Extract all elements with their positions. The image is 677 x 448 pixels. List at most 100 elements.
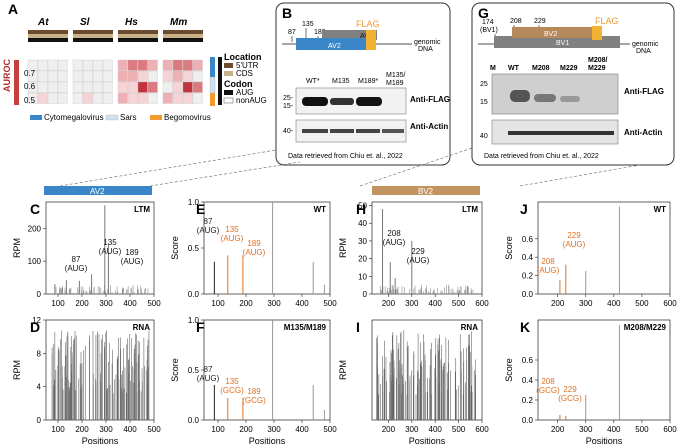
genomic-label: genomic	[414, 39, 441, 46]
x-tick-label: 500	[452, 299, 466, 308]
heatmap-cell	[92, 81, 103, 93]
peak-annotation: 87	[204, 217, 213, 226]
heatmap-cell	[147, 70, 158, 82]
legend-virus-strip-cyto	[210, 57, 215, 77]
panel-letter-j: J	[520, 201, 528, 217]
heatmap-cell	[102, 70, 113, 82]
panel-b-genome-diagram: 87 135 189 AV1 AV2 FLAG genomic DNA	[282, 19, 441, 53]
lane-m135m189-b: M189	[386, 80, 404, 87]
peak-annotation-sub: (GCG)	[220, 386, 244, 395]
heatmap-cell	[117, 81, 128, 93]
heatmap-cell	[172, 92, 183, 104]
x-tick-label: 300	[405, 425, 419, 434]
heatmap-cell	[137, 70, 148, 82]
x-tick-label: 400	[429, 299, 443, 308]
x-tick-label: 600	[475, 299, 489, 308]
legend-utr-swatch	[224, 63, 233, 68]
x-tick-label: 200	[382, 299, 396, 308]
y-tick-label: 0.6	[522, 356, 534, 365]
codon-strip	[118, 38, 158, 42]
y-tick-label: 0.6	[522, 235, 534, 244]
heatmap-cell	[72, 81, 83, 93]
panel-g-frame	[471, 2, 675, 166]
heatmap-cell	[162, 92, 173, 104]
heatmap-cell	[47, 92, 58, 104]
av2-bar	[44, 186, 152, 195]
codon-strip	[163, 38, 203, 42]
connector-lines	[59, 147, 641, 187]
panel-letter-a: A	[8, 1, 18, 17]
plot-tag: WT	[314, 205, 327, 214]
location-strip-cds	[28, 34, 68, 38]
actin-band-g	[508, 131, 614, 135]
plot-tag: WT	[654, 205, 667, 214]
heatmap-cell	[92, 70, 103, 82]
pos-189-label: 189	[314, 29, 326, 36]
panel-g-genome-diagram: 174 (BV1) 208 229 BV1 BV2 FLAG genomic D…	[478, 16, 659, 55]
location-strip-utr	[118, 30, 158, 34]
y-tick-label: 0.0	[188, 416, 200, 425]
heatmap-cell	[127, 70, 138, 82]
location-strip-cds	[163, 34, 203, 38]
heatmap-cell	[37, 81, 48, 93]
heatmap-cell	[182, 59, 193, 71]
peak-annotation: 87	[72, 255, 81, 264]
heatmap-cell	[27, 70, 38, 82]
av1-orf	[322, 30, 377, 40]
panel-letter-b: B	[282, 5, 292, 21]
flag-tag-g	[592, 26, 602, 40]
plot-tag: LTM	[462, 205, 478, 214]
x-tick-label: 100	[51, 425, 65, 434]
species-sl: Sl	[80, 17, 90, 28]
heatmap-colorbar	[14, 60, 19, 105]
y-tick-label: 0.5	[188, 366, 200, 375]
heatmap-cell	[127, 81, 138, 93]
flag-band-wt	[302, 97, 328, 106]
heatmap-cell	[57, 59, 68, 71]
panel-letter-g: G	[478, 5, 489, 21]
plot-tag: RNA	[133, 323, 151, 332]
heatmap-cell	[162, 81, 173, 93]
lane-m208: M208	[532, 65, 550, 72]
legend-aug-label: AUG	[236, 88, 253, 97]
heatmap-cell	[137, 59, 148, 71]
heatmap-cell	[37, 59, 48, 71]
flag-band-wt-g	[510, 90, 530, 102]
species-mm: Mm	[170, 17, 187, 28]
x-tick-label: 400	[607, 425, 621, 434]
heatmap-cell	[82, 59, 93, 71]
heatmap-cell	[102, 81, 113, 93]
plot-xlabel: Positions	[82, 436, 119, 446]
bv2-orf	[512, 27, 592, 38]
av2-label: AV2	[328, 43, 341, 50]
heatmap-cell	[172, 81, 183, 93]
heatmap-cell	[27, 81, 38, 93]
x-tick-label: 500	[147, 425, 161, 434]
x-tick-label: 500	[635, 299, 649, 308]
lane-m229: M229	[560, 65, 578, 72]
peak-annotation-sub: (AUG)	[197, 374, 220, 383]
legend-nonaug-swatch	[223, 97, 234, 104]
peak-annotation: 208	[387, 229, 401, 238]
x-tick-label: 400	[295, 299, 309, 308]
lane-m135: M135	[332, 78, 350, 85]
bv1-label: BV1	[556, 40, 569, 47]
flag-band-m229-g	[560, 96, 580, 102]
peak-annotation: 229	[567, 231, 581, 240]
plot-ylabel: Score	[170, 236, 180, 260]
heatmap-cell	[182, 70, 193, 82]
connector-2	[149, 161, 301, 187]
y-tick-label: 8	[37, 349, 42, 358]
dna-label-g: DNA	[636, 48, 651, 55]
flag-band-m189	[356, 97, 382, 106]
heatmap-cell	[182, 92, 193, 104]
panel-b-frame	[275, 2, 451, 166]
mw-40: 40-	[283, 128, 294, 135]
connector-4	[519, 164, 641, 187]
codon-strip	[73, 38, 113, 42]
y-tick-label: 100	[28, 257, 42, 266]
panel-letter-e: E	[196, 201, 205, 217]
actin-band-4	[382, 129, 404, 133]
